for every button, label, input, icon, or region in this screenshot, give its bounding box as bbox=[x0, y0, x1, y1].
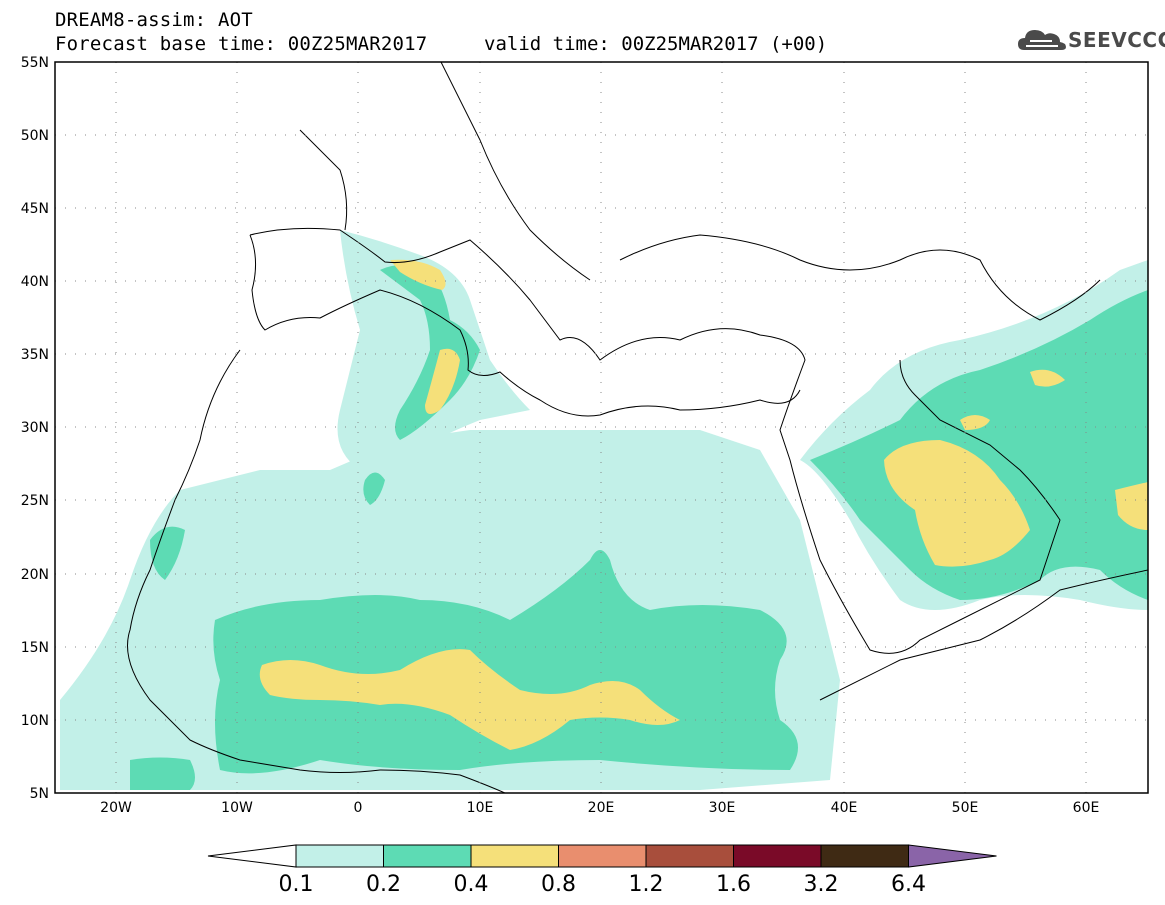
aot-band-0.4 bbox=[259, 259, 1148, 750]
logo-text: SEEVCCC bbox=[1068, 28, 1165, 52]
lat-label: 50N bbox=[21, 128, 49, 144]
lat-label: 25N bbox=[21, 493, 49, 509]
colorbar-threshold: 3.2 bbox=[803, 872, 839, 897]
lat-label: 5N bbox=[30, 786, 49, 802]
model-title: DREAM8-assim: AOT bbox=[55, 9, 253, 31]
colorbar-threshold: 0.2 bbox=[366, 872, 401, 897]
lat-label: 30N bbox=[21, 420, 49, 436]
lon-label: 0 bbox=[354, 800, 363, 816]
colorbar bbox=[207, 844, 997, 868]
colorbar-threshold: 0.1 bbox=[278, 872, 314, 897]
lon-label: 20E bbox=[588, 800, 615, 816]
colorbar-box bbox=[295, 844, 384, 868]
colorbar-threshold: 1.6 bbox=[716, 872, 751, 897]
cloud-icon bbox=[1018, 30, 1066, 50]
lon-label: 10W bbox=[221, 800, 253, 816]
lat-label: 35N bbox=[21, 347, 49, 363]
lon-label: 40E bbox=[831, 800, 858, 816]
lon-axis: 20W 10W 0 10E 20E 30E 40E 50E 60E bbox=[100, 800, 1099, 816]
seevccc-logo: SEEVCCC bbox=[1016, 24, 1165, 56]
lat-label: 55N bbox=[21, 55, 49, 71]
colorbar-threshold: 0.4 bbox=[453, 872, 489, 897]
lat-label: 40N bbox=[21, 274, 49, 290]
colorbar-box bbox=[470, 844, 559, 868]
colorbar-under-triangle bbox=[207, 844, 297, 868]
lon-label: 10E bbox=[467, 800, 494, 816]
lat-label: 45N bbox=[21, 201, 49, 217]
lon-label: 30E bbox=[709, 800, 736, 816]
colorbar-threshold: 1.2 bbox=[628, 872, 664, 897]
colorbar-box bbox=[558, 844, 647, 868]
valid-time: valid time: 00Z25MAR2017 (+00) bbox=[484, 33, 828, 55]
colorbar-threshold: 0.8 bbox=[541, 872, 576, 897]
base-time: Forecast base time: 00Z25MAR2017 bbox=[55, 33, 428, 55]
coastlines bbox=[127, 62, 1148, 793]
lon-label: 50E bbox=[952, 800, 979, 816]
lat-axis: 55N 50N 45N 40N 35N 30N 25N 20N 15N 10N … bbox=[21, 55, 49, 802]
lon-label: 20W bbox=[100, 800, 132, 816]
map-frame bbox=[54, 61, 1149, 794]
gridlines bbox=[55, 62, 1148, 793]
lat-label: 20N bbox=[21, 567, 49, 583]
lat-label: 15N bbox=[21, 640, 49, 656]
colorbar-over-triangle bbox=[908, 844, 997, 868]
colorbar-box bbox=[820, 844, 909, 868]
lat-label: 10N bbox=[21, 713, 49, 729]
colorbar-box bbox=[645, 844, 734, 868]
colorbar-threshold: 6.4 bbox=[891, 872, 926, 897]
colorbar-box bbox=[383, 844, 472, 868]
lon-label: 60E bbox=[1073, 800, 1100, 816]
colorbar-box bbox=[733, 844, 822, 868]
